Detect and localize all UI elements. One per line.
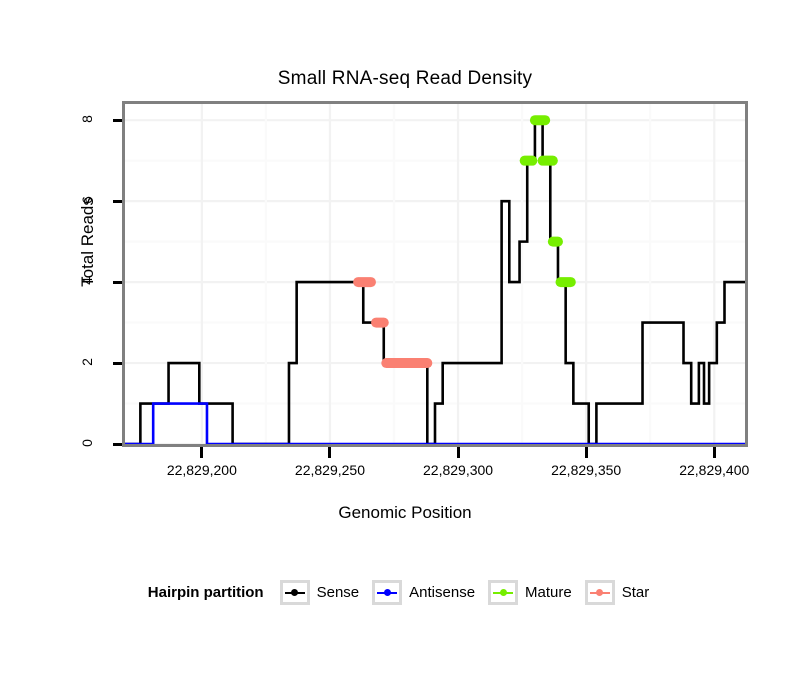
x-tick-label: 22,829,200 (166, 462, 237, 478)
legend-key-dot (383, 589, 391, 596)
legend-item-antisense[interactable]: Antisense (372, 580, 475, 605)
y-tick-label: 8 (79, 115, 95, 124)
plot-panel (122, 101, 748, 447)
x-axis-label: Genomic Position (338, 503, 472, 522)
legend-item-mature[interactable]: Mature (488, 580, 572, 605)
y-tick-mark (113, 280, 122, 284)
legend-item-sense[interactable]: Sense (279, 580, 360, 605)
legend-key-antisense-icon (372, 580, 403, 605)
legend-items: Sense Antisense Mature Star (279, 580, 663, 605)
x-tick-mark (712, 447, 716, 458)
x-tick-label: 22,829,400 (679, 462, 750, 478)
y-tick-mark (113, 361, 122, 365)
x-tick-mark (584, 447, 588, 458)
y-tick-label: 2 (79, 358, 95, 366)
legend-label: Sense (316, 584, 360, 601)
legend-item-star[interactable]: Star (584, 580, 650, 605)
legend-key-sense-icon (279, 580, 310, 605)
legend-title: Hairpin partition (147, 584, 264, 601)
y-tick-label: 0 (79, 439, 95, 447)
legend-label: Antisense (409, 584, 476, 601)
legend-key-dot (596, 589, 604, 596)
y-axis-label: Total Reads (78, 197, 97, 287)
y-tick-mark (113, 442, 122, 446)
x-tick-mark (456, 447, 460, 458)
gridlines (125, 104, 745, 444)
legend-label: Star (621, 584, 650, 601)
y-tick-label: 6 (79, 196, 95, 205)
y-tick-mark (113, 118, 122, 122)
x-tick-mark (328, 447, 332, 458)
series-line-antisense (125, 402, 745, 444)
x-tick-label: 22,829,250 (294, 462, 365, 478)
legend-key-dot (499, 589, 507, 596)
x-tick-mark (200, 447, 204, 458)
legend-key-mature-icon (488, 580, 519, 605)
plot-area (125, 104, 745, 444)
y-tick-label: 4 (79, 277, 95, 285)
legend-key-dot (291, 589, 299, 596)
y-tick-mark (113, 199, 122, 203)
x-tick-label: 22,829,350 (551, 462, 622, 478)
legend-label: Mature (525, 584, 572, 601)
x-tick-label: 22,829,300 (423, 462, 494, 478)
legend: Hairpin partition Sense Antisense Mature St… (0, 580, 810, 605)
page-title: Small RNA-seq Read Density (277, 68, 533, 89)
legend-key-star-icon (584, 580, 615, 605)
